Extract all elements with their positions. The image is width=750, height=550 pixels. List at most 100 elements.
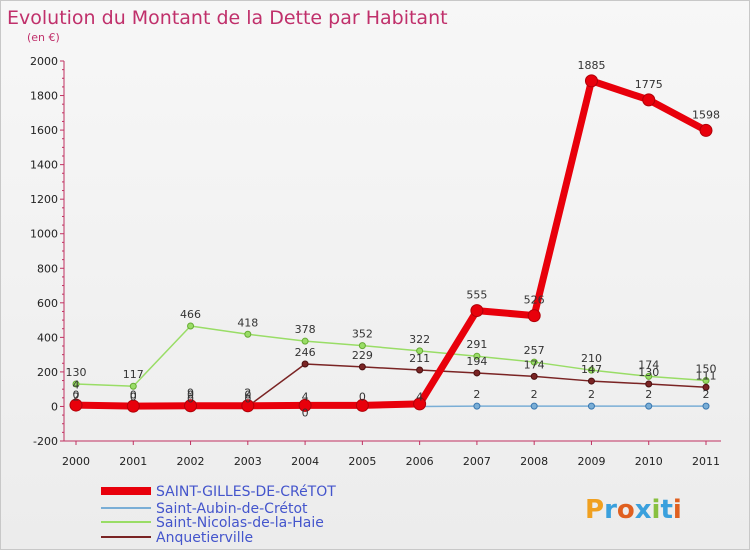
y-tick-label: 200 [37, 366, 58, 379]
data-label: 2 [645, 388, 652, 401]
data-label: 1598 [692, 108, 720, 121]
data-point [473, 369, 481, 377]
x-tick-label: 2006 [406, 455, 434, 468]
data-label: 555 [466, 289, 487, 302]
data-point [702, 402, 710, 410]
data-label: 111 [696, 369, 717, 382]
zero-data-label: 0 [359, 390, 366, 403]
series-line [72, 77, 710, 410]
data-label: 378 [295, 323, 316, 336]
data-point [584, 74, 598, 88]
data-point [473, 352, 481, 360]
data-label: 246 [295, 346, 316, 359]
data-point [645, 402, 653, 410]
y-tick-label: 2000 [30, 55, 58, 68]
data-point [642, 93, 656, 107]
data-label: 2 [531, 388, 538, 401]
axes: -200020040060080010001200140016001800200… [30, 55, 721, 468]
data-label: 0 [130, 388, 137, 401]
data-label: 1885 [577, 59, 605, 72]
zero-data-label: 0 [130, 390, 137, 403]
zero-data-label: 4 [416, 390, 423, 403]
data-point [530, 372, 538, 380]
data-label: 2 [473, 388, 480, 401]
data-point [129, 382, 137, 390]
y-tick-label: 1200 [30, 193, 58, 206]
data-label: 0 [244, 388, 251, 401]
series-line [75, 363, 707, 408]
y-tick-label: 1000 [30, 228, 58, 241]
x-tick-label: 2007 [463, 455, 491, 468]
data-label: 526 [524, 294, 545, 307]
x-tick-label: 2005 [348, 455, 376, 468]
x-tick-label: 2003 [234, 455, 262, 468]
x-tick-label: 2004 [291, 455, 319, 468]
data-point [241, 399, 255, 413]
data-point [301, 337, 309, 345]
data-point [413, 397, 427, 411]
data-point [645, 380, 653, 388]
zero-data-label: 4 [302, 390, 309, 403]
zero-data-label: 0 [187, 392, 194, 405]
data-point [187, 322, 195, 330]
y-tick-label: 1800 [30, 90, 58, 103]
logo-text: Proxiti [585, 495, 682, 525]
data-point [355, 398, 369, 412]
x-tick-label: 2008 [520, 455, 548, 468]
data-point [416, 366, 424, 374]
data-point [473, 402, 481, 410]
y-tick-label: 600 [37, 297, 58, 310]
data-label: 0 [187, 388, 194, 401]
data-label: 194 [466, 355, 487, 368]
data-label: 2 [703, 388, 710, 401]
data-point [72, 380, 80, 388]
data-point [587, 402, 595, 410]
data-point [244, 330, 252, 338]
data-label: 117 [123, 368, 144, 381]
data-point [470, 304, 484, 318]
data-label: 1775 [635, 78, 663, 91]
data-point [702, 383, 710, 391]
series-line [75, 325, 707, 387]
data-label: 418 [237, 316, 258, 329]
data-label: 0 [73, 388, 80, 401]
data-label: 2 [588, 388, 595, 401]
chart-title: Evolution du Montant de la Dette par Hab… [7, 7, 448, 29]
legend-label-2: Saint-Nicolas-de-la-Haie [156, 515, 324, 531]
data-label: 174 [638, 358, 659, 371]
data-point [587, 377, 595, 385]
data-label: 211 [409, 352, 430, 365]
data-label: 322 [409, 333, 430, 346]
chart-subtitle: (en €) [27, 31, 60, 44]
legend-label-3: Anquetierville [156, 530, 253, 546]
x-tick-label: 2001 [119, 455, 147, 468]
legend-label-1: Saint-Aubin-de-Crétot [156, 501, 308, 517]
y-tick-label: -200 [33, 435, 58, 448]
x-tick-label: 2009 [577, 455, 605, 468]
zero-data-label: 0 [244, 392, 251, 405]
data-point [358, 342, 366, 350]
x-tick-label: 2011 [692, 455, 720, 468]
data-label: 130 [638, 366, 659, 379]
zero-data-label: 4 [73, 378, 80, 391]
data-point [358, 363, 366, 371]
zero-data-label: 2 [244, 386, 251, 399]
series-2: 130 117 466 418 378 352 322 291 257 210 174 150 [66, 308, 717, 390]
data-point [301, 360, 309, 368]
data-label: 210 [581, 352, 602, 365]
y-tick-label: 800 [37, 262, 58, 275]
zero-data-label: 9 [187, 386, 194, 399]
data-label: 257 [524, 344, 545, 357]
y-tick-label: 1600 [30, 124, 58, 137]
data-point [530, 402, 538, 410]
data-label: 466 [180, 308, 201, 321]
data-point [530, 358, 538, 366]
y-tick-label: 0 [51, 400, 58, 413]
data-label: 150 [696, 363, 717, 376]
data-label: 147 [581, 363, 602, 376]
series-0: 555 526 1885 1775 1598 [69, 59, 720, 413]
proxiti-logo: Proxiti [585, 495, 682, 525]
data-label: 174 [524, 358, 545, 371]
